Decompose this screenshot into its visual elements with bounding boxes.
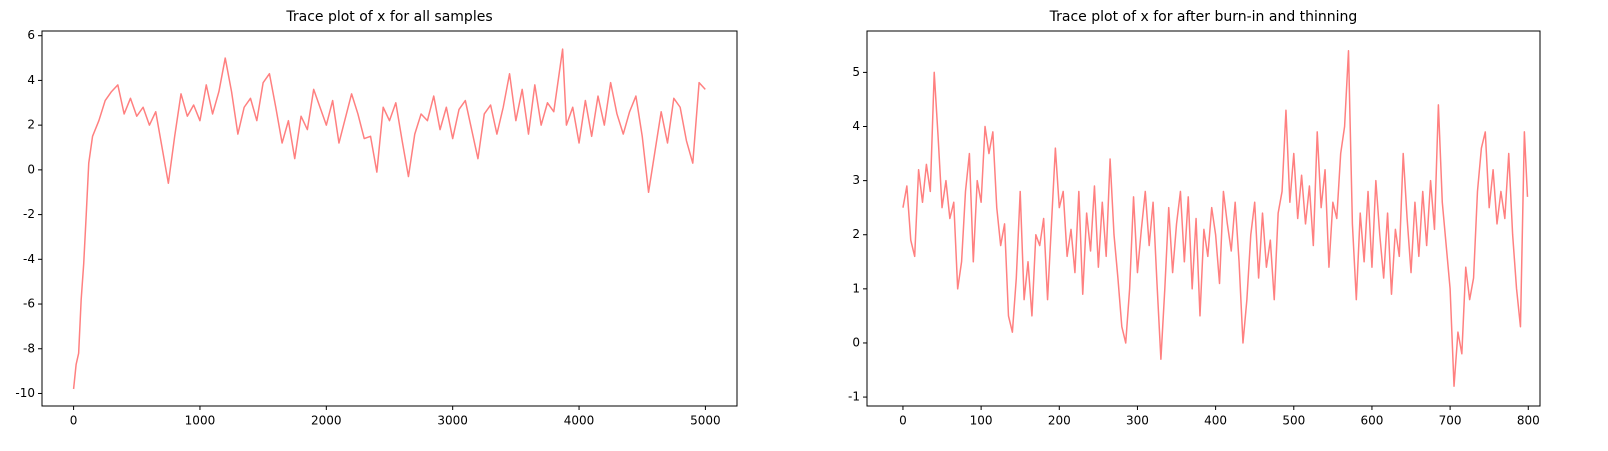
y-tick-label: -10 xyxy=(15,386,35,400)
x-tick-label: 1000 xyxy=(185,414,216,428)
y-tick-label: 4 xyxy=(27,73,35,87)
y-tick-label: 3 xyxy=(852,173,860,187)
x-tick-label: 300 xyxy=(1126,414,1149,428)
y-tick-label: 6 xyxy=(27,28,35,42)
x-tick-label: 0 xyxy=(70,414,78,428)
y-tick-label: 4 xyxy=(852,119,860,133)
trace-line xyxy=(902,50,1529,387)
y-tick-label: 0 xyxy=(852,335,860,349)
x-tick-label: 600 xyxy=(1360,414,1383,428)
x-tick-label: 5000 xyxy=(690,414,721,428)
x-tick-label: 2000 xyxy=(311,414,342,428)
y-tick-label: 1 xyxy=(852,281,860,295)
x-tick-label: 500 xyxy=(1282,414,1305,428)
x-tick-label: 0 xyxy=(899,414,907,428)
chart-title: Trace plot of x for all samples xyxy=(285,9,492,25)
x-tick-label: 3000 xyxy=(437,414,468,428)
x-tick-label: 400 xyxy=(1204,414,1227,428)
x-tick-label: 800 xyxy=(1517,414,1540,428)
y-tick-label: 2 xyxy=(27,118,35,132)
y-tick-label: 5 xyxy=(852,65,860,79)
y-tick-label: -1 xyxy=(848,390,860,404)
plot-frame xyxy=(866,30,1541,407)
x-tick-label: 200 xyxy=(1048,414,1071,428)
x-tick-label: 700 xyxy=(1439,414,1462,428)
y-tick-label: 2 xyxy=(852,227,860,241)
plot-frame xyxy=(41,30,738,407)
trace-line xyxy=(72,48,706,390)
y-tick-label: -6 xyxy=(23,297,35,311)
y-tick-label: -4 xyxy=(23,252,35,266)
chart-title: Trace plot of x for after burn-in and th… xyxy=(1049,9,1358,25)
x-tick-label: 100 xyxy=(970,414,993,428)
x-tick-label: 4000 xyxy=(564,414,595,428)
y-tick-label: 0 xyxy=(27,162,35,176)
y-tick-label: -8 xyxy=(23,341,35,355)
y-tick-label: -2 xyxy=(23,207,35,221)
